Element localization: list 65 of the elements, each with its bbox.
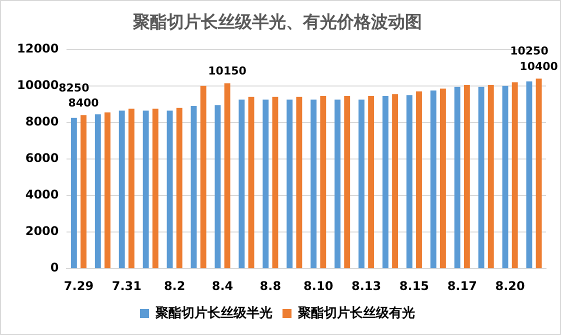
y-tick-label: 12000 — [17, 42, 59, 56]
bar — [224, 83, 230, 268]
bar — [358, 100, 364, 268]
bar — [478, 86, 484, 268]
bar — [286, 100, 293, 268]
bar — [238, 100, 245, 268]
x-tick-label: 8.15 — [399, 278, 430, 293]
bar — [262, 100, 269, 268]
chart-title: 聚酯切片长丝级半光、有光价格波动图 — [132, 12, 422, 33]
y-tick-label: 0 — [50, 260, 59, 275]
x-tick-label: 7.29 — [64, 278, 94, 293]
bar — [296, 96, 302, 268]
data-label: 8250 — [58, 81, 90, 94]
bar — [214, 105, 221, 268]
bar — [392, 94, 398, 268]
bar — [152, 108, 158, 268]
bar — [416, 91, 422, 268]
y-tick-label: 2000 — [25, 224, 59, 238]
bar — [464, 85, 470, 268]
data-label: 10150 — [208, 64, 247, 78]
bar — [526, 81, 532, 268]
bar — [118, 110, 125, 268]
bar — [128, 108, 134, 268]
bar — [190, 106, 197, 268]
bar — [248, 96, 254, 268]
x-tick-label: 8.8 — [260, 278, 282, 293]
bar — [176, 108, 182, 268]
x-tick-label: 8.4 — [212, 278, 234, 293]
data-label: 10400 — [520, 60, 558, 73]
bar — [166, 110, 173, 268]
y-tick-label: 4000 — [25, 188, 59, 202]
bar — [142, 110, 149, 268]
y-tick-label: 10000 — [17, 78, 59, 92]
bar — [488, 85, 494, 268]
bar — [200, 86, 206, 268]
bar — [536, 78, 542, 268]
bar — [334, 100, 340, 268]
bar — [382, 96, 388, 268]
bar — [406, 95, 412, 268]
y-tick-label: 6000 — [25, 151, 59, 166]
bar — [310, 100, 317, 268]
x-tick-label: 8.17 — [447, 278, 477, 293]
x-tick-label: 8.13 — [351, 278, 382, 293]
bar — [80, 115, 86, 268]
x-tick-label: 8.20 — [495, 278, 525, 293]
x-tick-label: 8.2 — [164, 278, 186, 293]
bar — [454, 86, 460, 268]
x-tick-label: 8.10 — [304, 278, 334, 293]
bar — [344, 96, 350, 268]
bar — [320, 96, 326, 268]
bar — [94, 114, 101, 268]
bar — [512, 82, 518, 268]
bar — [104, 112, 110, 268]
data-label: 8400 — [68, 96, 100, 110]
bar — [440, 88, 446, 268]
data-label: 10250 — [510, 44, 549, 58]
bar — [502, 86, 508, 268]
bar — [430, 90, 436, 268]
x-tick-label: 7.31 — [112, 278, 142, 293]
legend-label: 聚酯切片长丝级半光 — [154, 304, 272, 321]
y-tick-label: 8000 — [25, 114, 59, 129]
bar — [368, 96, 374, 268]
legend-label: 聚酯切片长丝级有光 — [297, 304, 415, 321]
bar — [272, 96, 278, 268]
bar — [70, 118, 77, 268]
